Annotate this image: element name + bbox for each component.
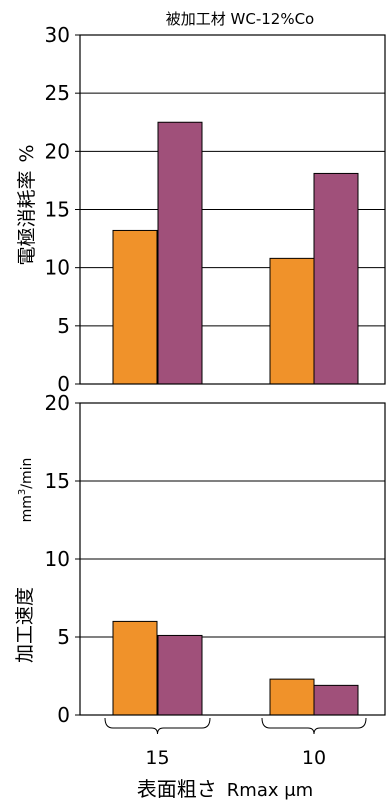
category-brace [104,717,211,735]
bottom-y-axis-label: 加工速度 [14,587,36,663]
y-tick-label: 25 [45,81,70,105]
y-tick-label: 15 [45,469,70,493]
bottom-plot-frame [79,402,386,716]
bottom-bars [112,620,359,716]
chart-title: 被加工材 WC-12%Co [166,10,314,28]
category-brace [261,717,367,735]
top-plot-frame [79,34,386,385]
bar-top-s0-c1 [269,257,315,385]
top-bars [112,121,359,385]
y-tick-label: 20 [45,139,70,163]
y-tick-label: 15 [45,198,70,222]
x-tick-label: 10 [302,747,326,769]
y-tick-label: 5 [57,625,70,649]
x-tick-label: 15 [145,747,169,769]
bar-top-s1-c1 [313,172,359,385]
x-axis-label: 表面粗さ Rmax μm [137,777,313,801]
bar-top-s0-c0 [112,229,158,385]
bar-top-s1-c0 [157,121,203,385]
y-tick-label: 0 [57,372,70,396]
bar-bot-s0-c1 [269,678,315,716]
y-tick-label: 10 [45,547,70,571]
y-tick-label: 0 [57,703,70,727]
y-tick-label: 30 [45,23,70,47]
bar-bot-s0-c0 [112,620,158,716]
bottom-y-ticks: 0 5 10 15 20 [45,391,80,727]
top-chart: 0 5 10 15 20 25 30 電極消耗率% [16,23,386,396]
y-tick-label: 10 [45,256,70,280]
bar-bot-s1-c1 [313,684,359,716]
bar-bot-s1-c0 [157,634,203,716]
y-tick-label: 5 [57,314,70,338]
top-y-ticks: 0 5 10 15 20 25 30 [45,23,80,396]
bottom-y-axis-unit: mm3/min [17,458,35,523]
y-tick-label: 20 [45,391,70,415]
top-y-axis-label: 電極消耗率% [16,144,38,265]
bottom-category-labels: 15 10 [104,717,367,769]
bottom-grid [80,480,385,638]
